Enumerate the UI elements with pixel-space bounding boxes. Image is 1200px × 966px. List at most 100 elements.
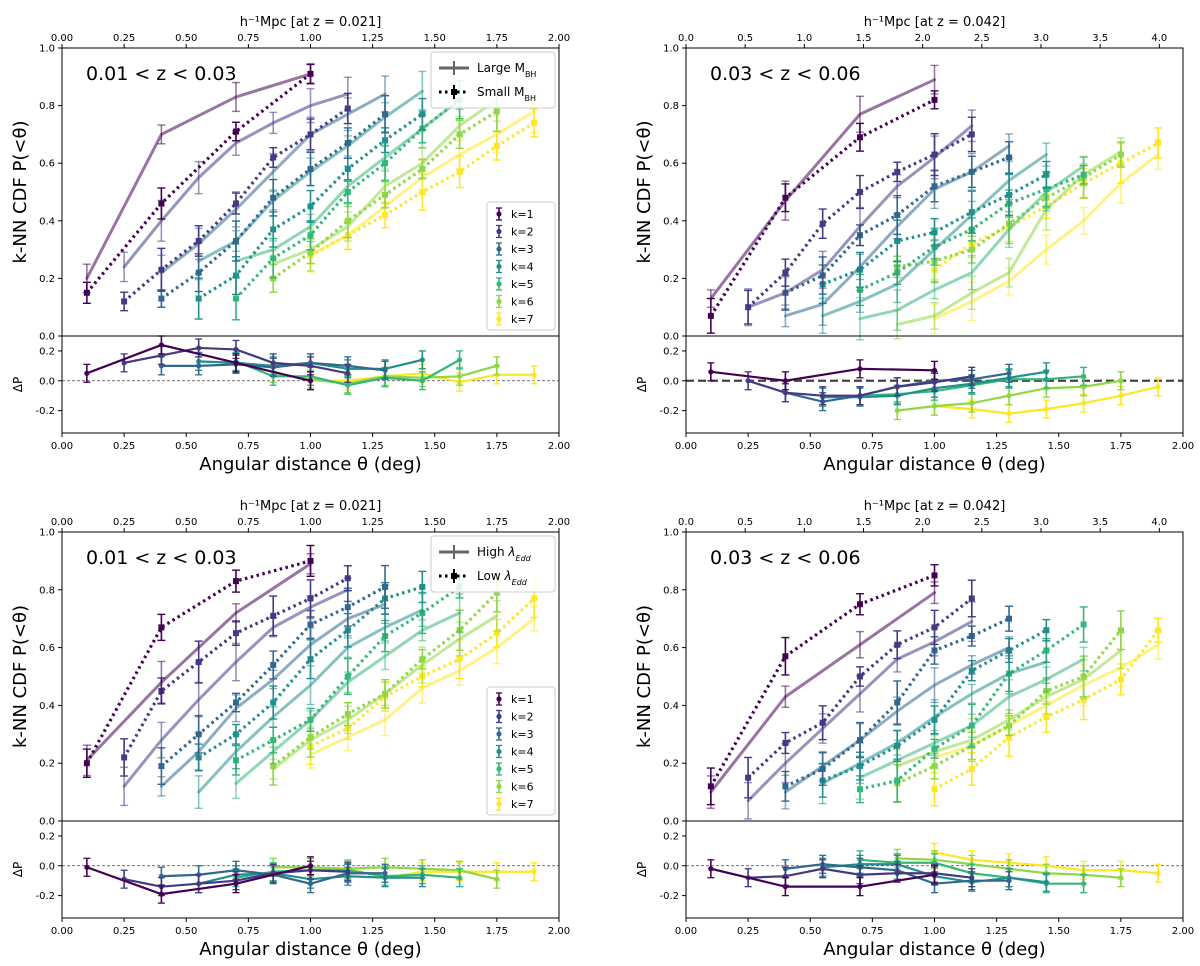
dotted-point-k2 [232,630,239,637]
top-tick-label: 3.5 [1092,33,1108,44]
dotted-point-k4 [419,583,426,590]
residual-point-k3 [382,367,388,373]
residual-point-k1 [931,872,938,878]
legend-k-label: k=7 [511,313,534,326]
dotted-point-k7 [456,656,463,663]
x-tick-label: 1.00 [299,441,321,452]
x-tick-label: 0.75 [237,926,259,937]
dotted-point-k2 [856,189,863,195]
dotted-point-k7 [931,786,938,793]
residual-point-k4 [419,357,425,363]
top-tick-label: 0.5 [737,33,753,44]
legend-box [430,535,556,593]
residual-point-k6 [494,876,500,882]
x-tick-label: 1.50 [424,441,446,452]
dotted-point-k1 [232,578,239,585]
y-axis-label: k-NN CDF P(<θ) [10,605,31,748]
y-tick-label: 1.0 [39,44,55,55]
y-tick-label: 0.0 [39,332,55,343]
dotted-point-k1 [931,572,938,579]
dotted-point-k6 [307,734,314,741]
dotted-point-k3 [232,699,239,706]
legend-k-swatch [496,316,502,322]
y-tick-label: 0.8 [663,585,679,596]
dotted-point-k3 [894,212,901,219]
dotted-point-k1 [856,601,863,608]
dotted-point-k4 [968,209,975,216]
dp-tick-label: 0.0 [663,376,679,387]
residual-point-k6 [894,408,900,414]
panel-top-left: 0.00.20.40.60.81.00.00 0.25 0.50 0.75 1.00 1.… [10,15,570,475]
x-tick-label: 1.75 [486,441,508,452]
residual-axes: -0.2 0.0 0.2 ΔP 0.00 0.25 0.50 0.75 1.00 1.25 1.50… [11,335,570,475]
x-tick-label: 1.25 [985,926,1007,937]
top-tick-label: 0.5 [737,517,753,528]
legend-k-label: k=1 [511,208,534,221]
legend-box [486,686,556,816]
dotted-point-k3 [968,168,975,175]
subscript: Edd [512,578,528,587]
dotted-point-k2 [856,673,863,680]
y-tick-label: 0.4 [663,701,679,712]
top-tick-label: 1.75 [486,517,508,528]
residual-frame [685,335,1184,434]
residual-line-k1 [710,867,935,888]
dotted-point-k7 [382,212,389,219]
x-tick-label: 0.50 [799,926,821,937]
dotted-point-k3 [232,237,239,244]
subscript: BH [525,70,537,79]
legend-k-swatch [496,263,502,270]
top-tick-label: 0.25 [113,33,135,44]
legend-k-label: k=4 [511,261,534,274]
dotted-point-k7 [493,630,500,637]
x-tick-label: 1.75 [1110,926,1132,937]
x-tick-label: 0.75 [237,441,259,452]
dotted-point-k3 [782,783,789,790]
dotted-point-k2 [819,220,826,227]
top-tick-label: 2.00 [548,33,570,44]
dotted-point-k3 [1006,615,1013,622]
residual-point-k2 [345,370,351,376]
dotted-point-k7 [493,142,500,149]
residual-point-k2 [782,390,789,396]
dotted-point-k7 [1006,734,1013,741]
dotted-point-k3 [344,604,351,611]
y-tick-label: 0.8 [39,101,55,112]
residual-point-k2 [969,875,975,881]
dotted-point-k7 [1043,713,1050,720]
x-tick-label: 1.50 [1048,441,1070,452]
dotted-point-k2 [270,612,277,619]
x-axis-label: Angular distance θ (deg) [199,939,421,960]
dotted-point-k4 [1043,171,1050,178]
dp-tick-label: 0.2 [39,346,55,357]
dotted-point-k2 [782,739,789,746]
dotted-point-k6 [1117,151,1124,158]
x-tick-label: 0.00 [51,926,73,937]
legend-k-swatch [496,211,502,217]
dotted-point-k3 [894,699,901,706]
dotted-point-k2 [158,266,165,273]
legend-k-label: k=2 [511,226,534,239]
y-tick-label: 0.6 [663,643,679,654]
dotted-point-k5 [344,189,351,195]
top-tick-label: 2.00 [548,517,570,528]
x-tick-label: 1.00 [299,926,321,937]
dotted-point-k6 [1080,673,1087,680]
dotted-point-k3 [382,583,389,590]
residual-point-k7 [531,869,537,875]
dotted-point-k4 [195,295,202,302]
dotted-point-k2 [344,105,351,112]
dotted-point-k3 [158,763,165,770]
x-tick-label: 1.00 [923,441,945,452]
top-tick-label: 2.5 [974,517,990,528]
dotted-point-k6 [493,108,500,115]
top-axis-label: h⁻¹Mpc [at z = 0.042] [864,499,1006,514]
x-tick-label: 1.50 [424,926,446,937]
dotted-point-k3 [195,731,202,738]
dotted-point-k7 [531,595,538,602]
dotted-point-k5 [307,232,314,239]
panel-top-right: 0.00.20.40.60.81.00.0 0.5 1.0 1.5 2.0 2.5 3.0 3… [634,15,1194,475]
subscript: BH [525,94,537,103]
dp-axis-label: ΔP [635,862,649,877]
dotted-point-k6 [419,656,426,663]
